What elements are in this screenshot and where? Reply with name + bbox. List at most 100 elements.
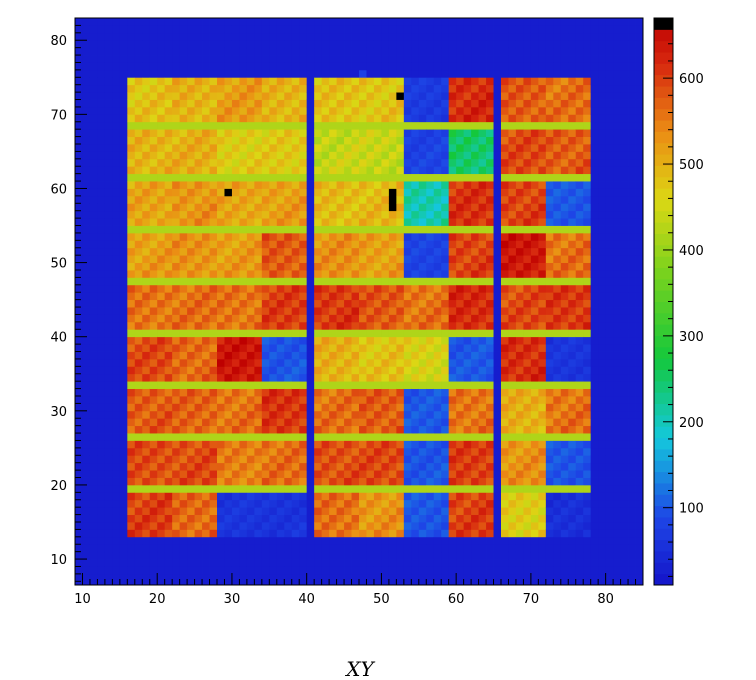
heatmap-cell <box>403 240 412 249</box>
heatmap-cell <box>75 559 83 567</box>
heatmap-cell <box>426 284 435 293</box>
heatmap-cell <box>366 114 375 123</box>
heatmap-cell <box>261 418 270 427</box>
heatmap-cell <box>418 462 427 471</box>
heatmap-cell <box>134 262 143 271</box>
heatmap-cell <box>463 418 472 427</box>
heatmap-cell <box>284 166 293 175</box>
heatmap-cell <box>530 270 539 278</box>
heatmap-cell <box>157 158 166 167</box>
heatmap-cell <box>239 240 248 249</box>
heatmap-cell <box>471 32 479 41</box>
heatmap-cell <box>545 425 554 434</box>
heatmap-cell <box>246 381 255 389</box>
heatmap-cell <box>493 188 502 197</box>
heatmap-cell <box>463 514 472 523</box>
heatmap-cell <box>456 166 465 175</box>
heatmap-cell <box>119 551 128 560</box>
heatmap-cell <box>478 69 487 78</box>
heatmap-cell <box>486 484 494 493</box>
heatmap-cell <box>254 181 263 189</box>
heatmap-cell <box>463 151 472 160</box>
heatmap-cell <box>411 255 420 263</box>
heatmap-cell <box>276 440 285 449</box>
heatmap-cell <box>463 544 472 553</box>
heatmap-cell <box>351 18 360 26</box>
heatmap-cell <box>97 40 106 49</box>
heatmap-cell <box>366 566 375 575</box>
heatmap-cell <box>246 121 255 130</box>
heatmap-cell <box>486 410 494 419</box>
heatmap-cell <box>187 329 195 338</box>
heatmap-cell <box>194 84 203 93</box>
heatmap-cell <box>463 447 472 456</box>
heatmap-cell <box>411 396 420 404</box>
heatmap-cell <box>291 529 300 538</box>
heatmap-cell <box>396 373 405 382</box>
heatmap-cell <box>172 144 181 152</box>
heatmap-cell <box>246 299 255 308</box>
heatmap-cell <box>261 247 270 256</box>
heatmap-cell <box>538 62 547 71</box>
heatmap-cell <box>321 447 330 456</box>
heatmap-cell <box>344 507 352 515</box>
heatmap-cell <box>538 336 547 345</box>
heatmap-cell <box>433 573 442 582</box>
heatmap-cell <box>299 455 308 464</box>
heatmap-cell <box>344 551 352 560</box>
heatmap-cell <box>179 396 188 404</box>
heatmap-cell <box>501 462 509 471</box>
heatmap-cell <box>515 536 524 545</box>
heatmap-cell <box>194 210 203 219</box>
heatmap-cell <box>82 129 91 137</box>
heatmap-cell <box>254 77 263 86</box>
heatmap-cell <box>403 388 412 397</box>
heatmap-cell <box>471 247 479 256</box>
heatmap-cell <box>127 499 136 508</box>
heatmap-cell <box>149 69 158 78</box>
heatmap-cell <box>471 173 479 182</box>
heatmap-cell <box>515 158 524 167</box>
heatmap-cell <box>202 247 210 256</box>
heatmap-cell <box>553 99 562 108</box>
heatmap-cell <box>396 477 405 486</box>
heatmap-cell <box>463 462 472 471</box>
heatmap-cell <box>127 270 136 278</box>
heatmap-cell <box>366 329 375 338</box>
heatmap-cell <box>97 403 106 412</box>
heatmap-cell <box>321 84 330 93</box>
heatmap-cell <box>530 321 539 330</box>
heatmap-cell <box>426 329 435 338</box>
heatmap-cell <box>269 507 278 515</box>
heatmap-cell <box>388 25 397 34</box>
heatmap-cell <box>179 514 188 523</box>
heatmap-cell <box>299 447 308 456</box>
heatmap-cell <box>426 559 435 567</box>
heatmap-cell <box>359 173 367 182</box>
heatmap-cell <box>523 566 532 575</box>
heatmap-cell <box>448 218 457 226</box>
heatmap-cell <box>530 203 539 212</box>
heatmap-cell <box>359 18 367 26</box>
heatmap-cell <box>501 559 509 567</box>
heatmap-cell <box>448 462 457 471</box>
heatmap-cell <box>149 477 158 486</box>
heatmap-cell <box>239 522 248 530</box>
heatmap-cell <box>441 173 450 182</box>
heatmap-cell <box>276 151 285 160</box>
heatmap-cell <box>179 173 188 182</box>
heatmap-cell <box>486 329 494 338</box>
heatmap-cell <box>478 336 487 345</box>
heatmap-cell <box>433 232 442 241</box>
heatmap-cell <box>209 284 218 293</box>
heatmap-cell <box>515 477 524 486</box>
heatmap-cell <box>157 559 166 567</box>
heatmap-cell <box>411 18 420 26</box>
heatmap-cell <box>284 351 293 360</box>
heatmap-cell <box>194 321 203 330</box>
heatmap-cell <box>545 396 554 404</box>
heatmap-cell <box>276 507 285 515</box>
heatmap-cell <box>269 425 278 434</box>
heatmap-cell <box>97 529 106 538</box>
heatmap-cell <box>194 559 203 567</box>
